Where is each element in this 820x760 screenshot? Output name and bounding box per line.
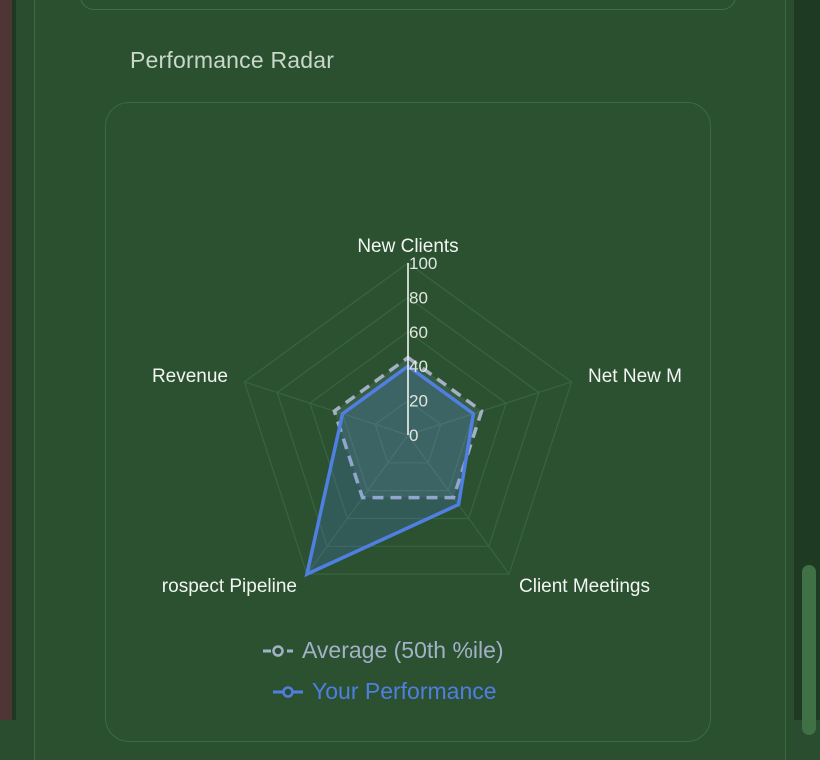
grid-ring-80 (276, 296, 540, 547)
grid-spoke-1 (407, 381, 572, 436)
radial-tick-label: 0 (409, 426, 418, 445)
grid-spoke-3 (306, 434, 409, 575)
legend-item-average[interactable]: Average (50th %ile) (262, 637, 504, 664)
legend-label-average: Average (50th %ile) (302, 637, 504, 663)
section-title: Performance Radar (130, 47, 335, 73)
radial-tick-label: 60 (409, 323, 428, 342)
scrollbar-thumb[interactable] (802, 565, 816, 735)
axis-label-3: rospect Pipeline (162, 576, 297, 597)
axis-label-2: Client Meetings (519, 576, 650, 597)
grid-ring-20 (374, 399, 442, 464)
axis-label-4: Revenue (152, 366, 228, 387)
axis-label-0: New Clients (357, 236, 458, 257)
radial-tick-label: 20 (409, 392, 428, 411)
legend-label-performance: Your Performance (312, 678, 497, 704)
radar-axis-labels: New Clients Net New M Client Meetings rospe… (152, 236, 682, 597)
radar-series (304, 355, 484, 578)
series-your-performance (304, 364, 476, 578)
grid-ring-60 (309, 331, 507, 520)
grid-spoke-4 (244, 381, 409, 436)
radial-tick-label: 80 (409, 288, 428, 307)
radar-radial-axis: 0 20 40 60 80 100 (407, 254, 437, 445)
legend-line-dashed-icon (263, 644, 293, 657)
axis-label-1: Net New M (588, 366, 682, 387)
grid-ring-100 (243, 262, 573, 575)
legend-line-solid-icon (273, 685, 303, 698)
radar-chart: 0 20 40 60 80 100 New Clients Net New M Client … (152, 236, 682, 597)
left-divider (12, 0, 16, 720)
radial-tick-label: 40 (409, 357, 428, 376)
radial-tick-label: 100 (409, 254, 437, 273)
legend-item-performance[interactable]: Your Performance (272, 678, 497, 705)
